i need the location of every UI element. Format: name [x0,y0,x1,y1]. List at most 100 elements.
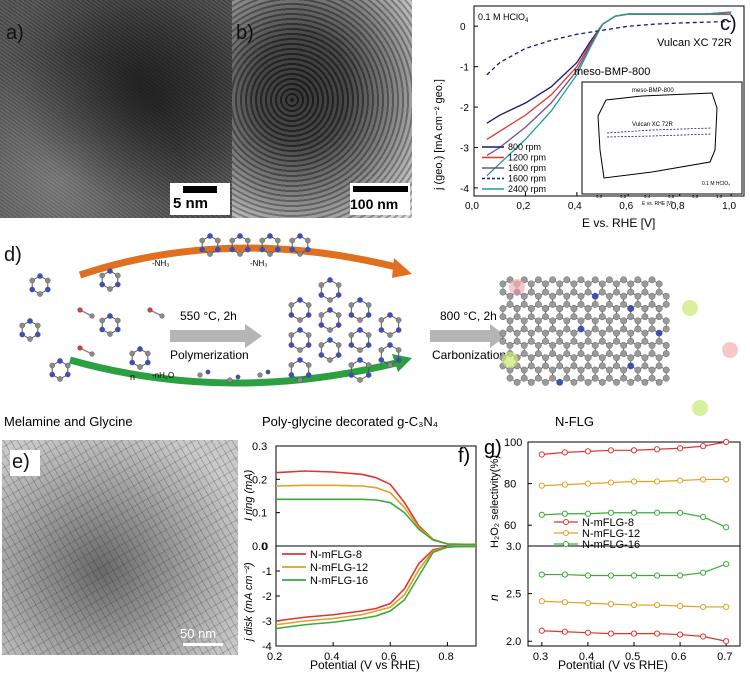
carbon-atom [613,288,620,296]
carbon-atom [257,372,263,378]
carbon-atom [535,366,542,374]
carbon-atom [513,337,521,345]
molecule-atom [64,371,71,378]
dopant-highlight [502,352,518,368]
molecule-atom [304,237,311,244]
chart-g-bottom-point [538,598,545,605]
carbon-atom [499,280,507,288]
carbon-atom [549,325,557,333]
molecule-atom [348,302,355,308]
chart-g-top-point [653,509,661,516]
carbon-atom [527,305,535,312]
carbon-atom [549,374,557,382]
carbon-atom [577,366,585,374]
carbon-atom [613,362,620,370]
molecule-atom [99,281,106,288]
chart-f-bottom-series [275,545,476,622]
chart-c-frame [473,5,745,197]
molecule-atom [387,362,393,368]
carbon-atom [570,354,578,362]
carbon-atom [655,280,663,288]
chart-g-bottom-point [561,599,568,606]
chart-c-ytick-label: 0 [460,22,466,33]
carbon-atom [570,337,578,345]
inset-xtick-label: 0,4 [644,194,651,199]
dopant-highlight [722,342,738,358]
molecule-atom [129,359,136,366]
chart-g-bottom-point [584,572,592,579]
chart-g-legend-marker [563,541,569,547]
molecule-atom [199,237,206,244]
molecule-atom [365,372,372,378]
nitrogen-atom [235,374,241,380]
carbon-atom [620,301,628,308]
chart-g-top-point [538,511,545,518]
arrow-orange-arc [78,244,401,279]
chart-f-legend-label: N-mFLG-8 [310,549,362,561]
oxygen-atom [77,345,83,351]
carbon-atom [159,313,165,319]
carbon-atom [535,325,542,333]
nh3-a: -NH₃ [152,259,169,268]
chart-c-legend-label: 800 rpm [508,142,541,152]
chart-g-legend-marker [563,519,569,525]
panel-d-label: d) [4,244,22,266]
carbon-atom [634,374,642,382]
chart-c-xtick-label: 0,8 [671,201,685,212]
molecule-atom [107,286,113,292]
carbon-atom [584,329,592,337]
inset-meso-cv [597,92,718,179]
carbon-atom [606,325,613,333]
panel-e-label-box [10,450,40,476]
chart-g-bottom-point [653,572,661,579]
graphene-lattice [499,276,738,416]
carbon-atom [655,354,663,362]
molecule-atom [327,327,333,333]
molecule-atom [288,342,295,348]
chart-c-ticks: 0,0 0,2 0,4 0,6 0,8 1,0 0 -1 -2 -3 -4 [460,22,736,212]
nitrogen-atom [265,369,271,375]
molecule-atom [288,362,295,368]
carbon-atom [627,313,635,321]
carbon-atom [641,280,649,288]
carbon-atom [506,301,514,308]
chart-g-top-point [700,513,707,520]
molecule-atom [297,357,303,363]
carbon-atom [499,313,507,321]
carbon-atom [627,280,635,288]
carbon-atom [542,354,549,362]
carbon-atom [641,337,649,345]
chart-g-legend-label: N-mFLG-12 [582,528,640,540]
molecule-atom [297,297,303,303]
carbon-atom [627,288,635,296]
molecule-atom [327,277,333,283]
panel-g-label: g) [484,437,502,459]
carbon-atom [527,329,535,337]
chart-g-top-point [607,447,615,454]
chart-g-top-point [607,479,615,486]
carbon-atom [570,280,578,288]
chart-g-xtick-label: 0.7 [717,651,732,663]
chart-c-xtick-label: 0,0 [465,201,479,212]
molecule-atom [297,327,303,333]
carbon-atom [648,301,656,308]
chart-c-ytick-label: -4 [460,184,469,195]
chart-g-top-point [676,477,684,484]
panel-b-label: b) [236,22,254,44]
chart-f-bottom-frame [275,545,477,647]
molecule-atom [214,237,221,244]
caption-melamine: Melamine and Glycine [4,414,133,429]
carbon-atom [620,325,628,333]
molecule-atom [335,312,342,318]
tem-image-b [232,0,412,218]
carbon-atom [598,288,606,296]
molecule-atom [395,317,402,323]
carbon-atom [527,362,535,370]
scale-label-e: 50 nm [180,626,217,641]
carbon-atom [577,342,585,349]
molecule-atom [357,297,363,303]
molecule-atom [19,331,26,338]
molecule-atom [318,312,325,318]
carbon-atom [520,292,528,300]
